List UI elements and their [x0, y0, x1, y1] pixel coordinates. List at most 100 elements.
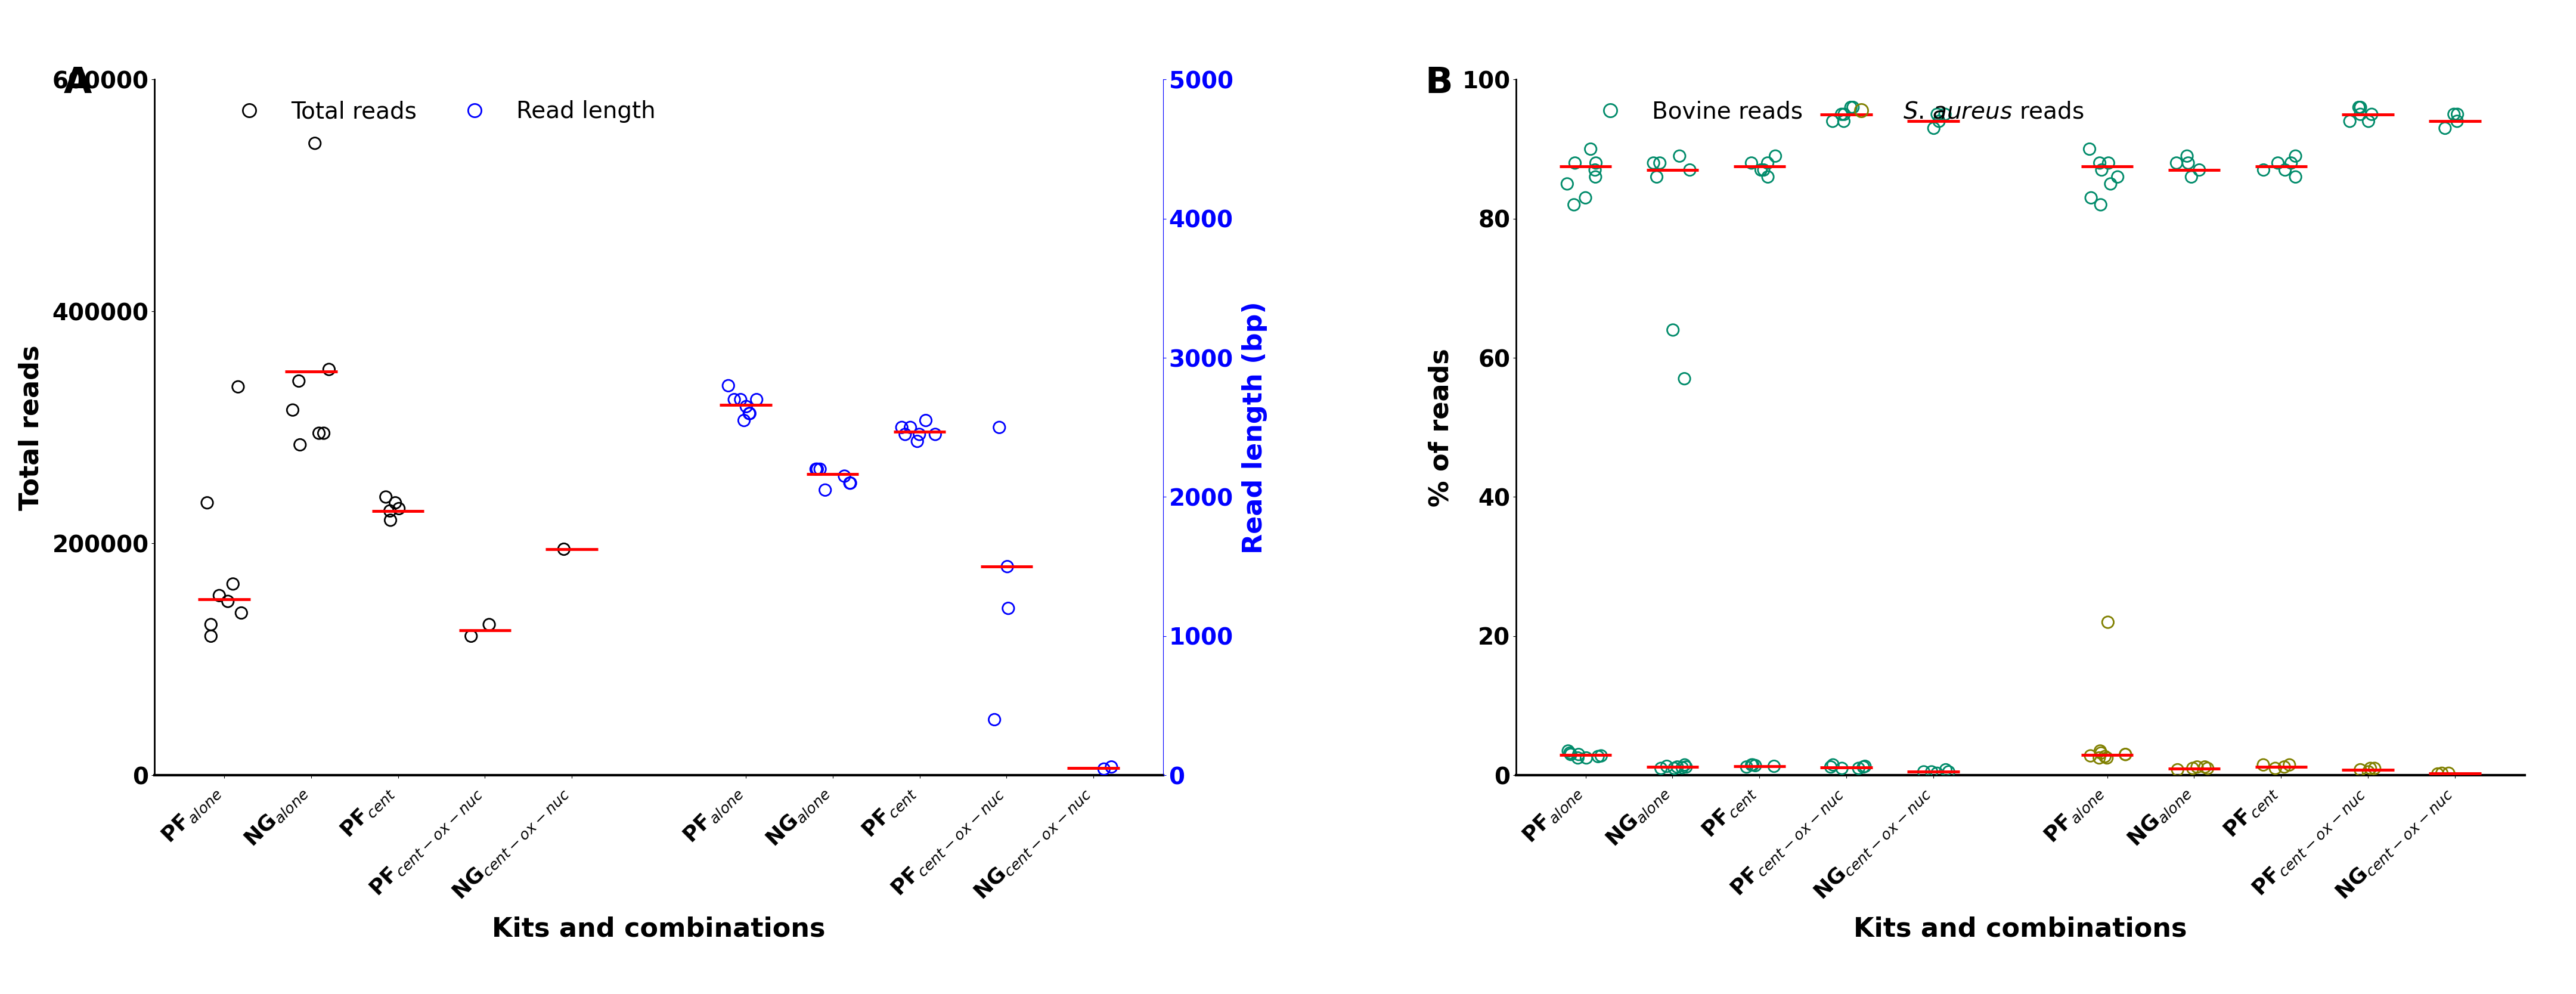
Point: [1667, 759, 1708, 775]
Point: [824, 468, 866, 484]
Point: [1669, 162, 1710, 178]
Point: [1811, 759, 1852, 775]
Point: [1553, 197, 1595, 213]
Point: [1558, 746, 1600, 762]
Point: [216, 379, 258, 395]
Point: [1917, 106, 1958, 122]
Point: [1566, 749, 1607, 765]
Point: [1664, 757, 1705, 773]
Point: [1911, 763, 1953, 779]
Point: [309, 362, 350, 378]
Point: [737, 392, 778, 408]
Point: [2434, 106, 2476, 122]
Point: [1824, 106, 1865, 122]
Point: [1577, 155, 1618, 171]
Point: [544, 541, 585, 557]
Point: [1741, 162, 1783, 178]
Point: [1636, 169, 1677, 185]
Point: [2264, 162, 2306, 178]
Point: [829, 475, 871, 491]
Point: [2187, 760, 2228, 776]
Point: [729, 406, 770, 421]
Point: [1904, 763, 1945, 779]
Point: [1927, 763, 1968, 779]
Point: [2354, 760, 2396, 776]
Point: [198, 587, 240, 603]
Point: [2339, 99, 2380, 115]
Point: [191, 616, 232, 632]
Point: [304, 425, 345, 441]
Point: [2257, 155, 2298, 171]
Point: [1574, 169, 1615, 185]
Point: [2105, 746, 2146, 762]
Point: [1747, 169, 1788, 185]
Point: [1641, 760, 1682, 776]
Point: [881, 419, 922, 435]
Point: [1832, 99, 1873, 115]
Point: [2079, 197, 2120, 213]
Point: [2097, 169, 2138, 185]
Point: [2087, 614, 2128, 630]
Point: [2421, 765, 2463, 781]
Point: [1811, 113, 1852, 129]
Point: [1558, 749, 1600, 765]
Point: [2079, 744, 2120, 759]
Point: [708, 378, 750, 394]
Point: [2166, 148, 2208, 164]
Point: [2269, 757, 2311, 773]
Point: [2349, 760, 2391, 776]
Point: [1577, 748, 1618, 764]
Point: [1638, 155, 1680, 171]
Point: [2184, 759, 2226, 775]
Point: [451, 628, 492, 644]
Point: [2347, 763, 2388, 779]
Point: [222, 605, 263, 621]
Point: [1651, 322, 1692, 338]
Point: [721, 392, 762, 408]
Point: [1662, 759, 1703, 775]
Point: [1548, 746, 1589, 761]
Point: [796, 461, 837, 477]
Point: [2156, 155, 2197, 171]
Point: [206, 593, 247, 609]
Point: [368, 503, 410, 519]
Point: [1734, 757, 1775, 773]
Point: [2244, 162, 2285, 178]
Point: [796, 461, 837, 477]
Point: [726, 399, 768, 414]
Point: [829, 475, 871, 491]
Point: [2081, 746, 2123, 761]
Point: [1664, 371, 1705, 387]
Point: [1646, 758, 1687, 774]
Point: [1842, 759, 1883, 775]
Point: [1084, 761, 1126, 777]
Point: [371, 512, 412, 528]
Point: [278, 437, 319, 453]
Point: [1654, 760, 1695, 776]
Point: [2416, 766, 2458, 782]
Point: [884, 426, 925, 442]
Point: [1919, 113, 1960, 129]
Point: [2254, 760, 2295, 776]
Point: [1924, 761, 1965, 777]
Point: [1731, 155, 1772, 171]
Point: [2081, 162, 2123, 178]
Point: [974, 712, 1015, 728]
Point: [1564, 190, 1605, 206]
Point: [1656, 759, 1698, 775]
Point: [2084, 748, 2125, 764]
Point: [1821, 106, 1862, 122]
Point: [1659, 148, 1700, 164]
Point: [819, 30, 860, 46]
Point: [2089, 155, 2130, 171]
Point: [185, 495, 227, 511]
Point: [899, 426, 940, 442]
Point: [1924, 106, 1965, 122]
Point: [2172, 169, 2213, 185]
Point: [2424, 120, 2465, 136]
Point: [2079, 749, 2120, 765]
Point: [2269, 155, 2311, 171]
Point: [1090, 759, 1131, 775]
Point: [1569, 141, 1610, 157]
Point: [2275, 169, 2316, 185]
